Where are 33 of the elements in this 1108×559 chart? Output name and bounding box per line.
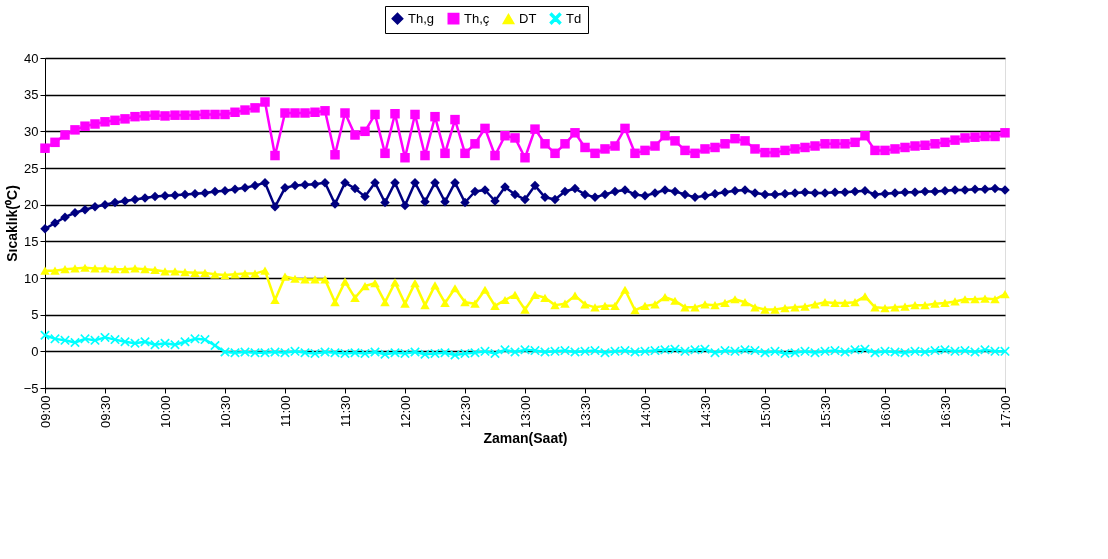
x-axis-title: Zaman(Saat) [483,430,568,447]
x-tick-label: 09:30 [97,395,113,429]
x-tick-label: 11:00 [277,395,293,428]
x-tick-label: 14:00 [637,395,653,429]
y-tick-label: 35 [24,87,39,103]
legend-label: DT [519,10,537,26]
legend-label: Th,g [408,10,435,26]
y-tick-label: 10 [24,270,39,286]
y-tick-label: 20 [24,197,39,213]
x-tick-label: 15:00 [757,395,773,429]
y-tick-label: 30 [24,123,39,139]
legend-label: Th,ç [464,10,490,26]
y-tick-label: −5 [23,380,39,396]
y-tick-label: 0 [31,343,39,359]
y-tick-label: 15 [24,233,39,249]
x-tick-label: 16:30 [937,395,953,429]
x-tick-label: 09:00 [37,395,53,429]
x-tick-label: 13:00 [517,395,533,429]
x-tick-label: 13:30 [577,395,593,429]
y-tick-label: 5 [31,307,39,323]
legend-label: Td [566,10,582,26]
x-tick-label: 16:00 [877,395,893,429]
x-tick-label: 12:00 [397,395,413,429]
y-tick-label: 25 [24,160,39,176]
y-tick-label: 40 [24,50,39,66]
x-tick-label: 15:30 [817,395,833,429]
x-tick-label: 17:00 [997,395,1013,429]
x-tick-label: 12:30 [457,395,473,429]
y-axis-title: Sıcaklık(⁰C) [3,185,20,262]
x-tick-label: 14:30 [697,395,713,429]
x-tick-label: 11:30 [337,395,353,428]
x-tick-label: 10:00 [157,395,173,429]
x-tick-label: 10:30 [217,395,233,429]
